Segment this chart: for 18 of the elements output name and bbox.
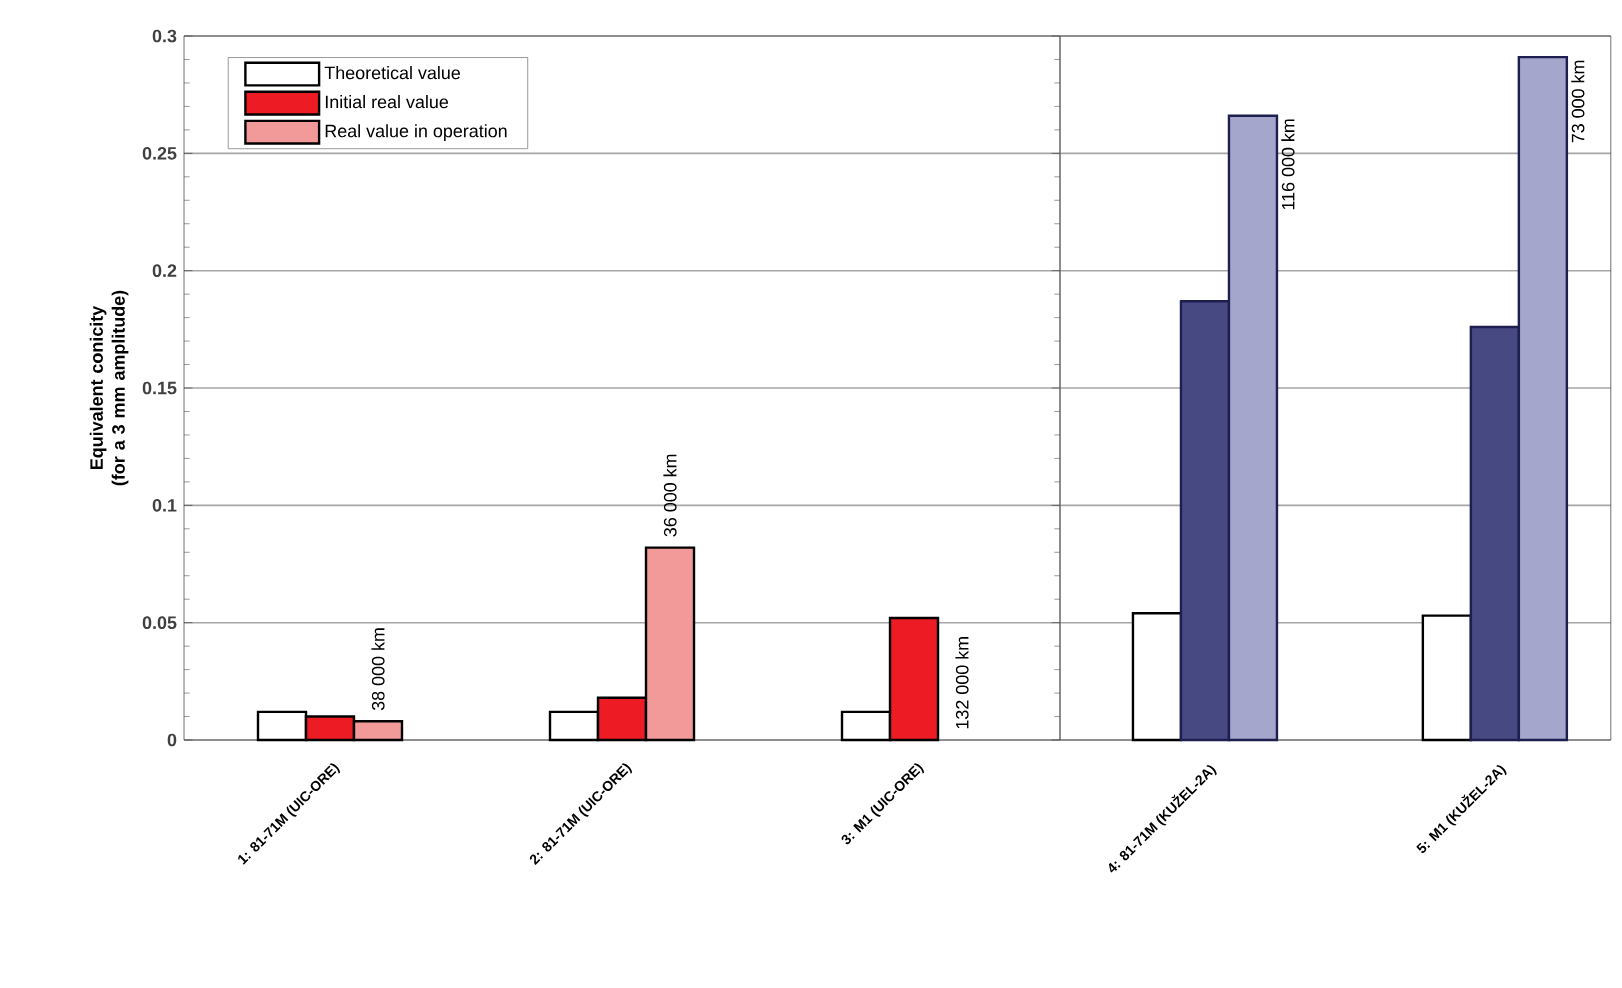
- y-tick-label: 0.25: [142, 146, 177, 160]
- y-tick-label: 0.05: [142, 616, 177, 630]
- y-tick-label: 0: [167, 733, 177, 747]
- y-tick-label: 0.1: [152, 498, 177, 512]
- y-tick-label: 0.3: [152, 29, 177, 43]
- legend-label: Theoretical value: [324, 66, 461, 80]
- annotation: 132 000 km: [955, 637, 969, 729]
- y-tick-label: 0.2: [152, 264, 177, 278]
- y-axis-title: Equivalent conicity (for a 3 mm amplitude): [89, 290, 129, 486]
- annotation: 36 000 km: [663, 454, 677, 537]
- legend-label: Real value in operation: [325, 124, 507, 141]
- legend-label: Initial real value: [325, 95, 449, 109]
- y-tick-label: 0.15: [142, 381, 177, 395]
- bar: [1421, 614, 1473, 742]
- bar: [1131, 612, 1183, 742]
- annotation: 38 000 km: [371, 628, 385, 711]
- annotation: 73 000 km: [1571, 60, 1585, 143]
- annotation: 116 000 km: [1281, 119, 1295, 210]
